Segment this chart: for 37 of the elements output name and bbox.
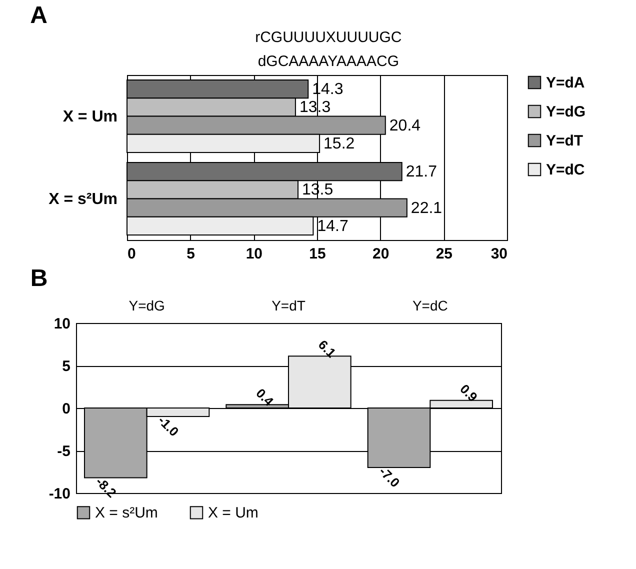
x-tick-label: 10 [246,246,263,262]
legend-label: Y=dC [546,162,585,178]
y-tick-label: 10 [54,316,70,332]
y-tick-label: 5 [62,358,70,375]
legend-label: X = Um [208,504,258,522]
legend-label: Y=dT [546,132,584,150]
x-tick-label: 30 [490,246,508,262]
x-tick-label: 5 [186,246,196,262]
data-label: 0.4 [253,385,277,410]
y-tick-label: -10 [48,486,70,502]
data-label: 15.2 [324,135,355,152]
y-tick-label: 0 [62,400,70,418]
data-label: 22.1 [410,200,442,217]
x-tick-label: 15 [309,246,326,262]
text: rCGUUUUXUUUUGC [255,29,402,46]
x-tick-label: 20 [372,246,390,262]
x-tick-label: Y=dG [128,298,165,314]
chart-title: B [30,265,48,292]
data-label: 20.4 [389,117,421,134]
y-tick-label: X = s²Um [48,190,118,208]
data-label: -1.0 [155,412,182,440]
legend-label: X = s²Um [95,504,158,522]
x-tick-label: Y=dC [412,298,448,314]
x-tick-label: 0 [128,246,136,262]
x-tick-label: Y=dT [272,298,306,314]
legend-label: Y=dG [546,104,586,120]
data-label: 21.7 [406,164,438,181]
data-label: 14.7 [317,218,348,235]
x-tick-label: 25 [436,246,453,262]
data-label: 6.1 [315,337,339,360]
data-label: 0.9 [457,381,480,405]
y-tick-label: X = Um [62,108,118,126]
y-tick-label: -5 [57,443,70,460]
legend-label: Y=dA [546,74,585,92]
chart-title: A [30,2,48,29]
text: dGCAAAAYAAAACG [258,53,399,70]
data-label: -7.0 [376,464,403,490]
